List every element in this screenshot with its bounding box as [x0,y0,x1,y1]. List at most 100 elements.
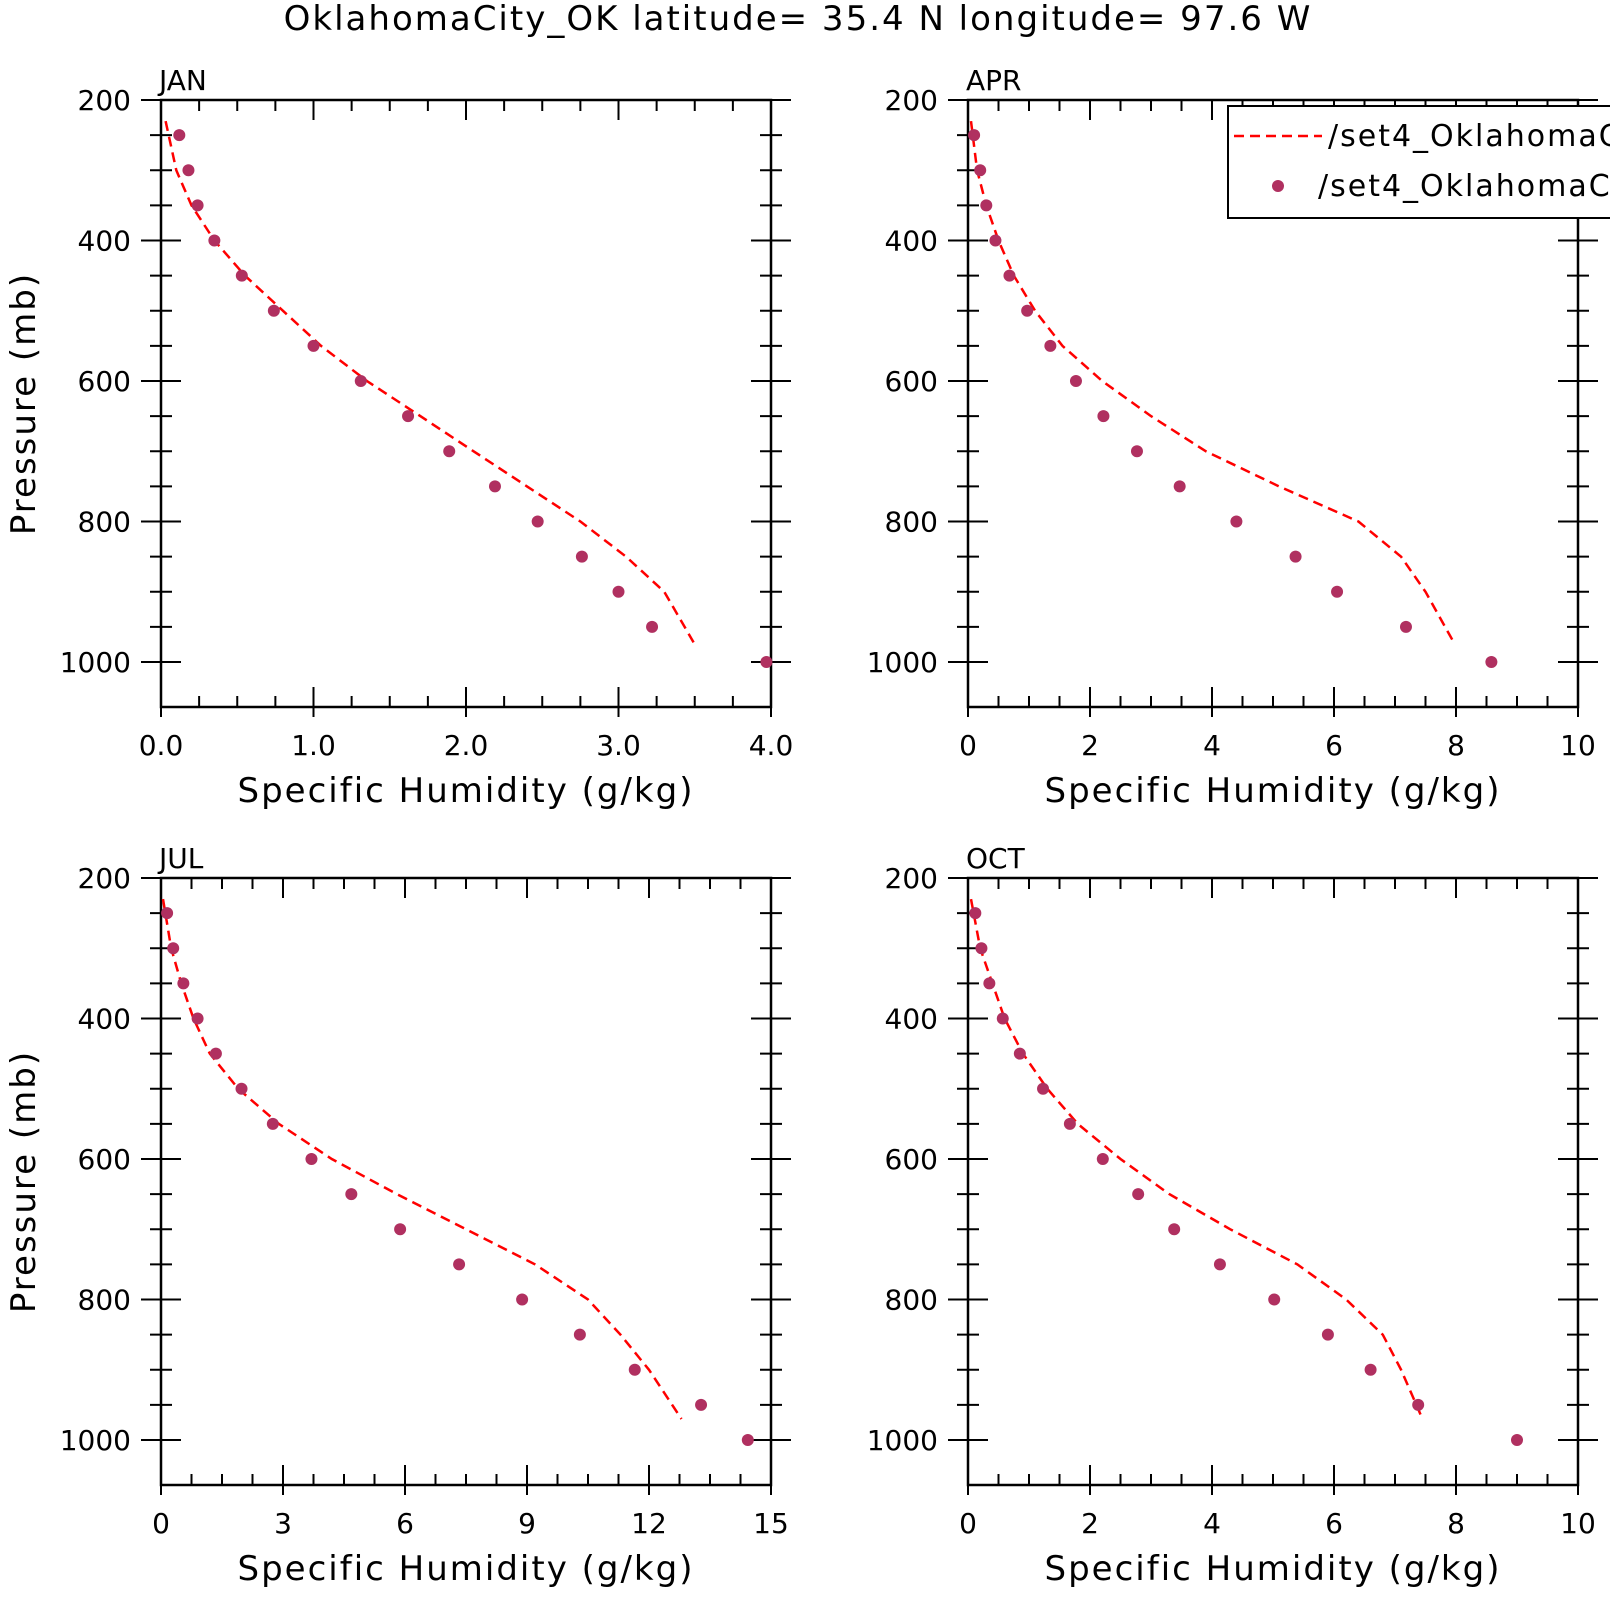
panel-jan: JAN 200 400 600 800 1000 0.0 1.0 2.0 3.0 4.0 Specif… [4,64,793,811]
x-tick-label: 4 [1203,729,1221,762]
legend-box [1227,105,1610,219]
data-point [1268,1293,1281,1306]
data-point [443,445,456,458]
panel-label-jan: JAN [157,64,207,97]
y-tick-label: 800 [885,1284,938,1317]
data-point [1096,1153,1109,1166]
data-point [975,942,988,955]
data-point [575,550,588,563]
data-point [1511,1434,1523,1447]
data-point [208,234,221,247]
data-point [1399,620,1412,633]
y-tick-label: 1000 [60,1424,131,1457]
series-line-apr [969,120,1455,642]
data-point [1003,269,1016,282]
series-line-jul [161,898,683,1420]
y-tick-label: 600 [78,365,131,398]
data-point [182,164,195,177]
data-point [573,1328,586,1341]
data-point [1063,1117,1076,1130]
x-tick-label: 6 [396,1507,414,1540]
data-point [161,907,174,920]
x-tick-label: 9 [518,1507,536,1540]
data-point [267,304,280,317]
data-point [1289,550,1302,563]
data-point [969,907,982,920]
y-tick-label: 800 [78,506,131,539]
y-tick-label: 400 [78,225,131,258]
x-tick-label: 15 [753,1507,789,1540]
x-tick-label: 2 [1081,1507,1099,1540]
x-axis-title: Specific Humidity (g/kg) [238,1549,695,1589]
x-tick-label: 3 [274,1507,292,1540]
y-tick-label: 1000 [867,1424,938,1457]
plot-frame [159,98,773,709]
data-point [167,942,180,955]
data-point [980,199,993,212]
data-point [1412,1398,1425,1411]
data-point [394,1223,407,1236]
data-point [989,234,1002,247]
y-axis-title: Pressure (mb) [4,272,44,535]
panel-jul: JUL 200 400 600 800 1000 0 3 6 9 12 15 Specific Humi… [4,842,791,1589]
series-line-jan [164,120,696,646]
x-tick-label: 0 [959,729,977,762]
y-tick-label: 400 [78,1003,131,1036]
data-point [1130,445,1143,458]
x-tick-label: 8 [1447,729,1465,762]
x-tick-label: 10 [1560,729,1596,762]
y-tick-label: 400 [885,1003,938,1036]
x-tick-label: 2.0 [444,729,489,762]
data-point [1021,304,1034,317]
y-tick-label: 400 [885,225,938,258]
x-tick-label: 10 [1560,1507,1596,1540]
x-tick-label: 0 [152,1507,170,1540]
plot-frame [159,876,773,1487]
panel-oct: OCT 200 400 600 800 1000 0 2 4 6 8 10 Specific Humid… [867,842,1598,1589]
panel-label-jul: JUL [157,842,204,875]
panel-label-oct: OCT [966,842,1026,875]
x-tick-label: 12 [631,1507,667,1540]
data-point [307,339,320,352]
data-point [488,480,501,493]
y-tick-label: 200 [78,862,131,895]
figure-title: OklahomaCity_OK latitude= 35.4 N longitu… [284,0,1313,39]
data-point [968,129,981,142]
data-point [453,1258,466,1271]
data-point [646,620,659,633]
y-tick-label: 200 [78,84,131,117]
y-tick-label: 1000 [867,646,938,679]
data-point [1173,480,1186,493]
data-point [209,1047,222,1060]
y-tick-label: 800 [78,1284,131,1317]
data-point [1069,375,1082,388]
x-axis-title: Specific Humidity (g/kg) [238,771,695,811]
x-tick-label: 2 [1081,729,1099,762]
data-point [1168,1223,1181,1236]
data-point [235,269,248,282]
plot-frame [966,876,1580,1487]
data-point [612,585,625,598]
data-point [191,1012,204,1025]
y-axis-title: Pressure (mb) [4,1050,44,1313]
data-point [741,1434,754,1447]
data-point [1132,1188,1145,1201]
data-point [305,1153,318,1166]
legend-label-marker: /set4_OklahomaC [1318,169,1610,204]
panel-apr: APR 200 400 600 800 1000 0 2 4 6 8 10 Specific Humid… [867,64,1598,811]
data-point [191,199,204,212]
panel-label-apr: APR [966,64,1022,97]
data-point [1097,410,1110,423]
data-point [235,1082,248,1095]
x-tick-label: 4.0 [749,729,794,762]
data-point [695,1398,708,1411]
data-point [402,410,415,423]
x-tick-label: 3.0 [596,729,641,762]
series-line-oct [969,898,1424,1420]
y-tick-label: 600 [885,1143,938,1176]
data-point [1485,656,1498,669]
data-point [531,515,544,528]
legend: /set4_OklahomaC/set4_OklahomaC [1227,105,1610,219]
x-tick-label: 0 [959,1507,977,1540]
